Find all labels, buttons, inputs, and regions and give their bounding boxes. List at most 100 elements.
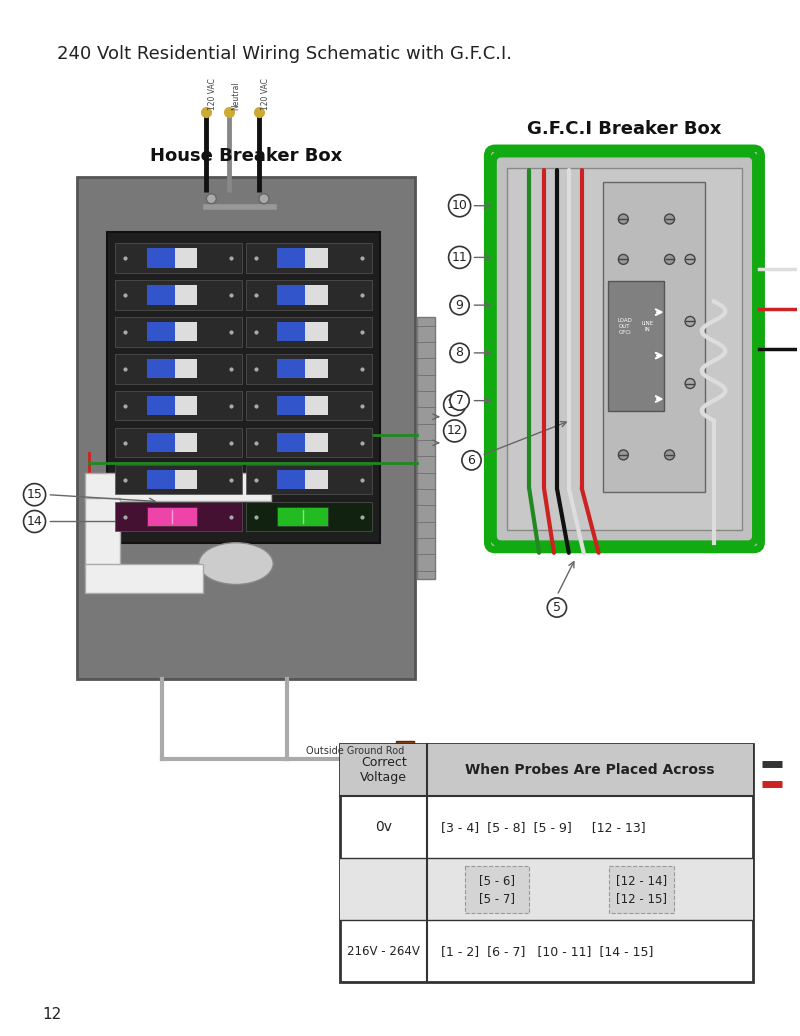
Text: 120 VAC: 120 VAC (261, 79, 270, 110)
Text: 216V - 264V: 216V - 264V (347, 945, 420, 958)
Bar (246, 354, 372, 383)
Circle shape (618, 450, 628, 460)
Bar (174, 322, 198, 342)
Bar (278, 249, 305, 267)
Bar (278, 507, 328, 526)
Bar (174, 359, 198, 378)
Bar (107, 231, 380, 543)
Text: 12: 12 (446, 425, 462, 437)
Bar (246, 391, 372, 421)
Bar (341, 859, 753, 920)
Circle shape (685, 316, 695, 326)
Bar (341, 744, 753, 982)
Bar (115, 391, 242, 421)
Bar (305, 433, 328, 453)
Circle shape (259, 194, 269, 204)
Bar (246, 280, 372, 310)
Text: [5 - 7]: [5 - 7] (479, 892, 515, 904)
Text: Correct
Voltage: Correct Voltage (360, 756, 407, 784)
Bar (174, 249, 198, 267)
Bar (417, 317, 434, 579)
Text: 13: 13 (446, 398, 462, 411)
Text: Outside Ground Rod: Outside Ground Rod (306, 746, 405, 755)
Bar (115, 428, 242, 458)
Bar (341, 744, 753, 797)
Bar (278, 470, 305, 489)
Bar (115, 317, 242, 347)
Bar (246, 465, 372, 494)
Bar (115, 243, 242, 272)
Bar (86, 498, 120, 569)
Bar (146, 359, 174, 378)
Text: [1 - 2]  [6 - 7]   [10 - 11]  [14 - 15]: [1 - 2] [6 - 7] [10 - 11] [14 - 15] (441, 945, 654, 958)
Circle shape (618, 255, 628, 264)
Bar (246, 428, 372, 458)
Text: 6: 6 (467, 454, 475, 467)
Bar (115, 465, 242, 494)
Text: 8: 8 (455, 346, 463, 359)
Bar (146, 507, 198, 526)
Circle shape (665, 255, 674, 264)
Bar (246, 243, 372, 272)
Bar (86, 564, 203, 594)
Bar (278, 322, 305, 342)
Ellipse shape (198, 543, 273, 584)
Bar (507, 168, 742, 530)
Bar (86, 473, 271, 500)
Bar (278, 433, 305, 453)
Text: 0v: 0v (375, 821, 392, 834)
Text: [5 - 6]: [5 - 6] (479, 874, 515, 887)
Bar (246, 317, 372, 347)
Bar (465, 866, 530, 913)
Bar (146, 249, 174, 267)
Text: 14: 14 (26, 515, 42, 528)
Circle shape (665, 450, 674, 460)
Bar (603, 181, 706, 492)
Bar (146, 322, 174, 342)
Text: House Breaker Box: House Breaker Box (150, 147, 342, 165)
Text: 11: 11 (452, 251, 467, 264)
Circle shape (685, 378, 695, 388)
Bar (278, 285, 305, 305)
Bar (115, 280, 242, 310)
Text: [12 - 14]: [12 - 14] (616, 874, 667, 887)
Bar (246, 501, 372, 531)
Bar (78, 177, 415, 680)
Circle shape (685, 255, 695, 264)
Bar (146, 433, 174, 453)
Bar (278, 396, 305, 415)
Bar (278, 359, 305, 378)
Text: 12: 12 (42, 1007, 62, 1023)
Text: LINE
IN: LINE IN (642, 321, 654, 333)
Text: [3 - 4]  [5 - 8]  [5 - 9]     [12 - 13]: [3 - 4] [5 - 8] [5 - 9] [12 - 13] (441, 821, 646, 834)
Bar (146, 285, 174, 305)
Bar (146, 470, 174, 489)
Text: When Probes Are Placed Across: When Probes Are Placed Across (465, 764, 714, 777)
Text: 9: 9 (456, 298, 463, 312)
Text: [12 - 15]: [12 - 15] (616, 892, 666, 904)
Bar (305, 470, 328, 489)
Text: Neutral: Neutral (231, 82, 240, 110)
Bar (174, 285, 198, 305)
Bar (115, 354, 242, 383)
Text: 120 VAC: 120 VAC (208, 79, 218, 110)
Text: 10: 10 (452, 199, 467, 212)
Text: G.F.C.I Breaker Box: G.F.C.I Breaker Box (527, 120, 722, 138)
Circle shape (665, 214, 674, 224)
Bar (305, 396, 328, 415)
Text: 240 Volt Residential Wiring Schematic with G.F.C.I.: 240 Volt Residential Wiring Schematic wi… (58, 45, 512, 62)
Bar (490, 150, 759, 548)
Bar (174, 470, 198, 489)
Bar (174, 396, 198, 415)
Bar (305, 322, 328, 342)
Text: 5: 5 (553, 601, 561, 614)
Circle shape (618, 214, 628, 224)
Bar (608, 281, 665, 411)
Text: 7: 7 (455, 394, 463, 407)
Text: LOAD
OUT
GFCI: LOAD OUT GFCI (618, 318, 632, 335)
Bar (174, 433, 198, 453)
Text: 15: 15 (26, 488, 42, 501)
Bar (305, 359, 328, 378)
Bar (115, 501, 242, 531)
Bar (146, 396, 174, 415)
